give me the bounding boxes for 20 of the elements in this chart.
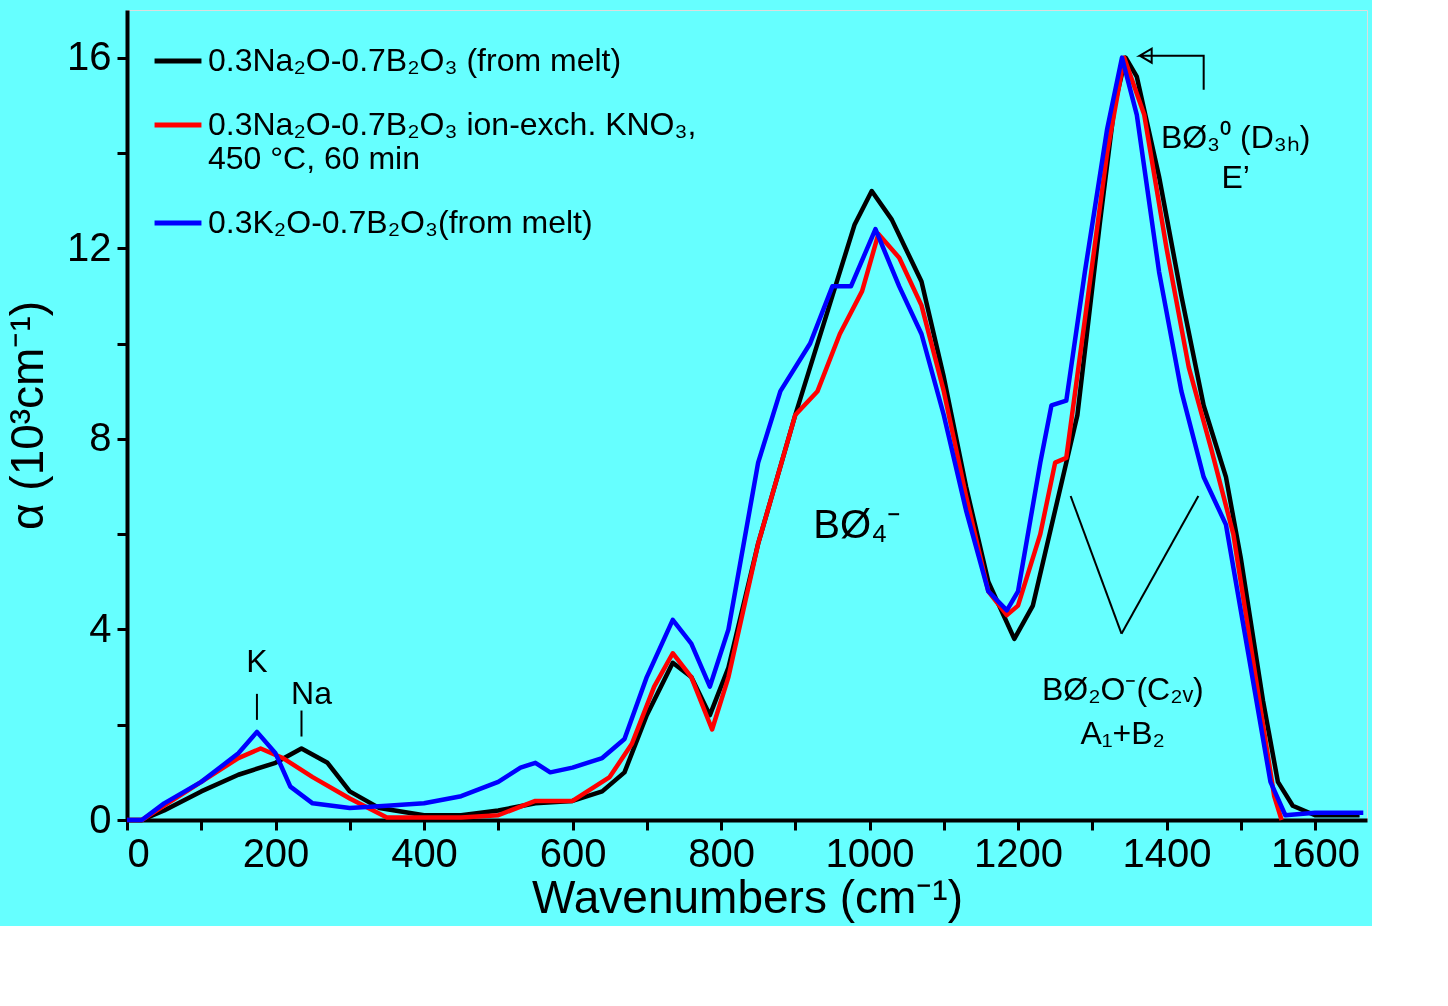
x-tick-label: 400 xyxy=(391,830,458,875)
y-tick-label: 0 xyxy=(89,796,112,841)
x-tick-label: 1200 xyxy=(974,830,1064,875)
legend-label: 0.3Na₂O-0.7B₂O₃ (from melt) xyxy=(208,42,622,78)
y-tick-label: 16 xyxy=(67,34,112,79)
x-tick-label: 0 xyxy=(127,830,150,875)
y-axis-title: α (10³cm⁻¹) xyxy=(1,300,54,531)
legend-label: 0.3K₂O-0.7B₂O₃(from melt) xyxy=(208,204,593,240)
x-tick-label: 1400 xyxy=(1122,830,1212,875)
x-tick-label: 200 xyxy=(242,830,310,875)
legend-label: 0.3Na₂O-0.7B₂O₃ ion-exch. KNO₃, 450 °C, 60 min xyxy=(208,106,697,176)
y-tick-label: 8 xyxy=(89,415,112,460)
annotation: BØ₄⁻ xyxy=(813,501,902,546)
y-tick-label: 12 xyxy=(67,224,112,269)
annotation: BØ₂O⁻(C₂ᵥ) A₁+B₂ xyxy=(1041,671,1204,752)
annotation: K xyxy=(246,642,268,679)
annotation: Na xyxy=(291,674,333,711)
x-tick-label: 1600 xyxy=(1271,830,1361,875)
annotation: BØ₃⁰ (D₃ₕ) E’ xyxy=(1160,118,1311,195)
y-tick-label: 4 xyxy=(89,605,112,650)
